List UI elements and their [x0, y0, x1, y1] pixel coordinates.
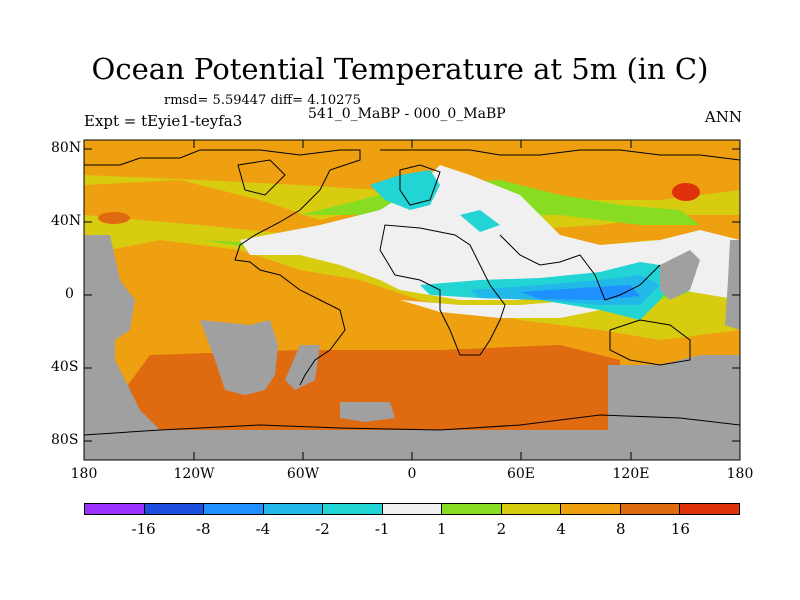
- cyan-patch: [460, 210, 500, 232]
- colorbar-label: 16: [670, 520, 690, 538]
- xlabel-180e: 180: [726, 466, 754, 482]
- colorbar-box: [561, 504, 621, 514]
- colorbar-box: [204, 504, 264, 514]
- xlabel-120w: 120W: [173, 466, 215, 482]
- xlabel-180w: 180: [70, 466, 98, 482]
- colorbar-label: -2: [315, 520, 330, 538]
- figure-title: Ocean Potential Temperature at 5m (in C): [91, 52, 709, 86]
- coast-africa: [379, 224, 506, 356]
- coast-europe-area: [399, 164, 441, 206]
- land-south-america: [200, 320, 278, 395]
- ylabel-0: 0: [65, 286, 74, 302]
- colorbar-label: -8: [195, 520, 211, 538]
- red-spot-east: [672, 183, 700, 201]
- ylabel-80s: 80S: [51, 432, 79, 448]
- near-zero-region: [240, 165, 740, 300]
- coast-greenland-area: [237, 159, 286, 196]
- colorbar-box: [620, 504, 681, 514]
- coast-antarctica: [84, 414, 740, 436]
- ylabel-40n: 40N: [51, 213, 82, 229]
- southern-warm-band: [84, 345, 620, 445]
- colorbar-label: 2: [496, 520, 507, 538]
- temperature-field: [84, 140, 740, 460]
- land-patch-south: [285, 345, 320, 390]
- colorbar-label: 8: [615, 520, 626, 538]
- xlabel-120e: 120E: [612, 466, 650, 482]
- colorbar-box: [85, 504, 145, 514]
- colorbar-box: [144, 504, 205, 514]
- blue-core: [520, 285, 640, 300]
- cyan-region-north: [370, 170, 440, 210]
- colorbar-label: 4: [556, 520, 566, 538]
- colorbar-label: -1: [374, 520, 390, 538]
- colorbar-box: [323, 504, 383, 514]
- colorbar-label: -4: [255, 520, 271, 538]
- coast-australia: [609, 319, 691, 366]
- xlabel-60w: 60W: [286, 466, 320, 482]
- colorbar-box: [442, 504, 502, 514]
- tick-marks: [84, 140, 740, 460]
- land-west: [84, 235, 160, 440]
- colorbar-box: [382, 504, 443, 514]
- colorbar-box: [501, 504, 562, 514]
- land-australia-south: [608, 355, 740, 460]
- colorbar-label: -16: [131, 520, 156, 538]
- experiment-label: Expt = tEyie1-teyfa3: [84, 112, 243, 130]
- ylabel-40s: 40S: [51, 359, 79, 375]
- season-label: ANN: [704, 108, 742, 126]
- coastlines: [84, 149, 740, 436]
- xlabel-60e: 60E: [506, 466, 536, 482]
- subtitle-text: 541_0_MaBP - 000_0_MaBP: [308, 106, 506, 122]
- land-east-edge: [725, 240, 740, 330]
- xlabel-0: 0: [407, 466, 417, 482]
- land-antarctica: [84, 430, 740, 460]
- colorbar: [84, 503, 740, 515]
- land-east-patch: [660, 250, 700, 300]
- coast-americas: [84, 149, 361, 386]
- dark-orange-spot-west: [98, 212, 130, 224]
- coast-asia: [499, 234, 661, 301]
- colorbar-box: [263, 504, 324, 514]
- ylabel-80n: 80N: [51, 140, 82, 156]
- colorbar-box: [680, 504, 740, 514]
- coast-north: [380, 149, 740, 161]
- colorbar-label: 1: [437, 520, 447, 538]
- near-zero-strip: [400, 300, 600, 318]
- stats-text: rmsd= 5.59447 diff= 4.10275: [164, 93, 361, 108]
- land-antarctic-patch: [340, 402, 395, 422]
